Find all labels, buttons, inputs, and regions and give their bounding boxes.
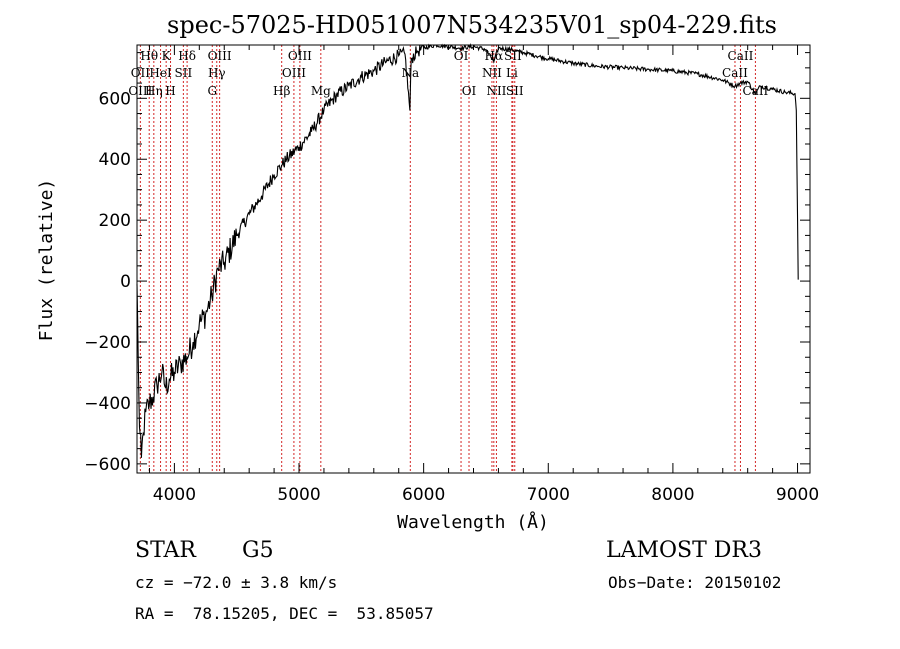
line-label-21: NII xyxy=(482,66,502,80)
y-tick-label--200: −200 xyxy=(84,333,131,353)
line-label-18: OI xyxy=(462,84,477,98)
y-tick-label-0: 0 xyxy=(120,272,131,292)
x-tick-label-5000: 5000 xyxy=(277,485,320,505)
line-label-7: Hδ xyxy=(178,49,196,63)
line-label-23: NII xyxy=(486,84,506,98)
line-label-2: OIII xyxy=(128,84,152,98)
x-axis-ticks: 4000 5000 6000 7000 8000 9000 xyxy=(148,45,819,505)
y-axis-label: Flux (relative) xyxy=(36,179,57,342)
line-label-13: OIII xyxy=(282,66,306,80)
spectral-line-markers xyxy=(139,45,756,473)
y-tick-label-200: 200 xyxy=(99,211,131,231)
x-tick-label-7000: 7000 xyxy=(527,485,570,505)
line-label-24: SII xyxy=(506,84,524,98)
line-label-15: Mg xyxy=(311,84,331,98)
redshift-velocity: cz = −72.0 ± 3.8 km/s xyxy=(135,573,338,592)
object-type: STAR xyxy=(135,538,196,563)
y-tick-label--400: −400 xyxy=(84,394,131,414)
line-label-9: OIII xyxy=(208,49,232,63)
line-label-20: SII xyxy=(504,49,522,63)
line-label-14: Hβ xyxy=(273,84,290,98)
line-label-6: H xyxy=(165,84,175,98)
flux-series-line xyxy=(136,43,799,458)
plot-frame xyxy=(136,44,811,474)
y-tick-label-400: 400 xyxy=(99,150,131,170)
sky-coordinates: RA = 78.15205, DEC = 53.85057 xyxy=(135,604,434,623)
x-tick-label-9000: 9000 xyxy=(776,485,819,505)
chart-title: spec-57025-HD051007N534235V01_sp04-229.f… xyxy=(167,11,777,39)
line-label-5: HeI xyxy=(149,66,172,80)
line-label-1: OII xyxy=(131,66,151,80)
line-label-22: Li xyxy=(506,66,518,80)
line-label-10: Hγ xyxy=(208,66,226,80)
line-label-0: Hθ xyxy=(140,49,158,63)
line-label-17: OI xyxy=(454,49,469,63)
y-tick-label--600: −600 xyxy=(84,455,131,475)
line-label-25: CaII xyxy=(728,49,754,63)
line-label-27: CaII xyxy=(742,84,768,98)
survey-name: LAMOST DR3 xyxy=(606,538,762,563)
line-label-26: CaII xyxy=(722,66,748,80)
y-axis-ticks: −600 −400 −200 0 200 400 600 xyxy=(84,52,810,475)
observation-date: Obs−Date: 20150102 xyxy=(608,573,782,592)
x-tick-label-4000: 4000 xyxy=(153,485,196,505)
y-tick-label-600: 600 xyxy=(99,89,131,109)
line-label-3: Hη xyxy=(145,84,163,98)
line-label-19: Hα xyxy=(485,49,504,63)
spectral-subclass: G5 xyxy=(242,538,274,563)
x-axis-label: Wavelength (Å) xyxy=(397,511,549,533)
line-label-11: G xyxy=(207,84,217,98)
x-tick-label-8000: 8000 xyxy=(651,485,694,505)
x-tick-label-6000: 6000 xyxy=(402,485,445,505)
line-label-8: SII xyxy=(175,66,193,80)
line-label-4: K xyxy=(162,49,172,63)
line-label-12: OIII xyxy=(288,49,312,63)
